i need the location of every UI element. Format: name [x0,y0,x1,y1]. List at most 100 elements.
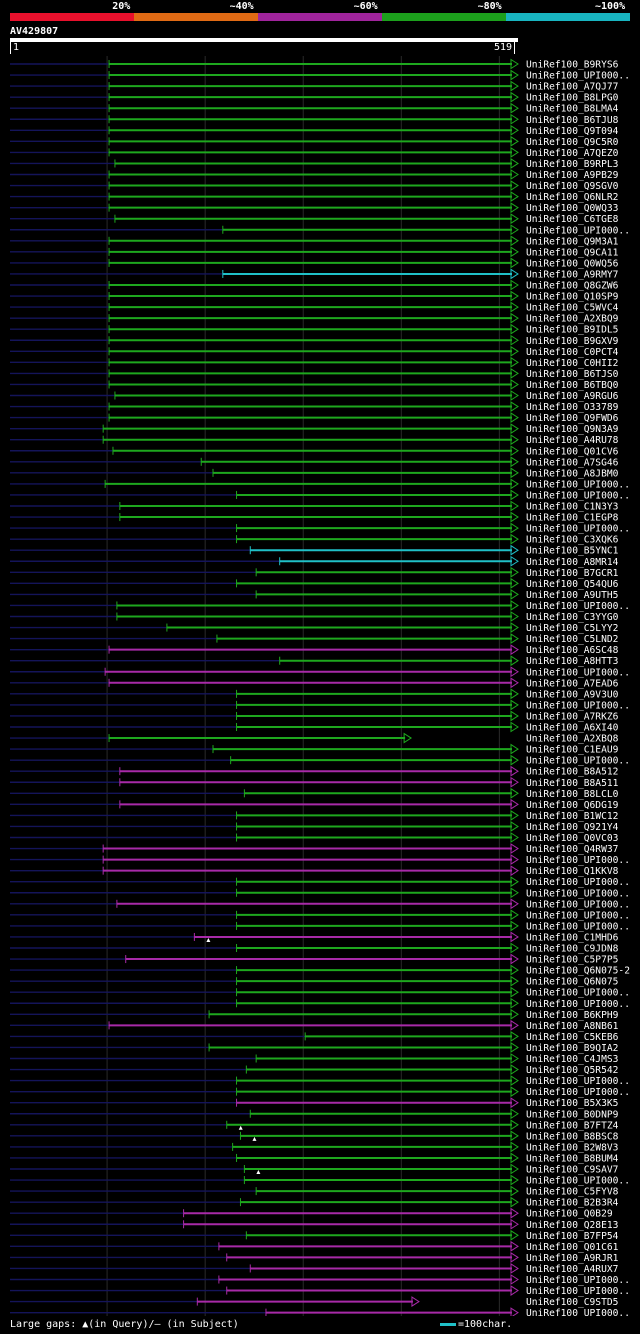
query-gap-marker [252,1136,257,1141]
hit-arrow [510,920,519,932]
hit-arrow [510,600,519,611]
hit-label: UniRef100_UPI000.. [526,1087,630,1098]
hit-label: UniRef100_Q8GZW6 [526,281,619,292]
hit-label: UniRef100_Q6DG19 [526,800,619,811]
hit-label: UniRef100_B2B3R4 [526,1198,619,1209]
hit-row: UniRef100_Q28E13 [10,1218,619,1231]
hit-label: UniRef100_Q9FWD6 [526,413,619,424]
hit-arrow [510,1030,519,1042]
hit-arrow [510,1251,519,1263]
hit-label: UniRef100_A8HTT3 [526,656,619,667]
hit-label: UniRef100_Q9SGV0 [526,181,619,192]
hit-arrow [411,1296,420,1308]
hit-row: UniRef100_B7FTZ4 [10,1119,619,1131]
hit-row: UniRef100_C9SAV7 [10,1163,619,1176]
hit-label: UniRef100_Q0WQ33 [526,203,619,214]
hit-arrow [510,1207,519,1219]
hit-arrow [510,953,519,965]
hit-row: UniRef100_A6XI40 [10,721,619,734]
hit-row: UniRef100_Q01C61 [10,1240,619,1253]
hit-row: UniRef100_B8LPG0 [10,91,619,104]
hit-row: UniRef100_Q9C5R0 [10,135,619,148]
hit-label: UniRef100_B5X3K5 [526,1098,618,1109]
hit-row: UniRef100_C3XQK6 [10,533,619,546]
alignment-hits: UniRef100_B9RYS6UniRef100_UPI000..UniRef… [10,56,630,1316]
hit-label: UniRef100_B6TJS0 [526,369,619,380]
hit-row: UniRef100_B6TBQ0 [10,379,619,391]
hit-label: UniRef100_Q6NLR2 [526,192,618,203]
hit-arrow [403,732,413,744]
hit-label: UniRef100_UPI000.. [526,601,630,612]
hit-row: UniRef100_A7QJ77 [10,80,619,93]
hit-label: UniRef100_B9GXV9 [526,336,619,347]
hit-row: UniRef100_Q0WQ56 [10,257,619,269]
hit-arrow [510,1229,519,1241]
hit-label: UniRef100_B8BUM4 [526,1153,619,1164]
hit-row: UniRef100_Q5R542 [10,1064,618,1076]
query-id: AV429807 [10,26,59,37]
hit-label: UniRef100_UPI000.. [526,490,630,501]
hit-arrow [510,975,519,987]
hit-arrow [510,1285,519,1296]
hit-arrow [510,1108,519,1120]
hit-label: UniRef100_Q921Y4 [526,822,619,833]
legend-label: ~60% [353,1,378,12]
hit-row: UniRef100_UPI000.. [10,600,630,612]
hit-label: UniRef100_C1MHD6 [526,932,619,943]
hit-row: UniRef100_A8NB61 [10,1019,619,1032]
hit-arrow [510,91,519,103]
hit-arrow [510,434,519,446]
legend-label: 20% [112,1,131,12]
hit-label: UniRef100_A7EAD6 [526,678,619,689]
hit-arrow [510,290,519,302]
hit-row: UniRef100_C0PCT4 [10,345,619,358]
hit-label: UniRef100_Q54QU6 [526,579,619,590]
hit-label: UniRef100_B7FTZ4 [526,1120,619,1131]
hit-label: UniRef100_UPI000.. [526,756,630,767]
hit-arrow [510,743,519,755]
hit-row: UniRef100_A2XBQ9 [10,312,619,325]
hit-row: UniRef100_UPI000.. [10,887,630,899]
scale-legend-text: =100char. [458,1319,513,1330]
hit-row: UniRef100_C9STD5 [10,1296,618,1308]
hit-arrow [510,213,519,225]
hit-arrow [510,964,519,976]
hit-label: UniRef100_Q9CA11 [526,247,619,258]
hit-row: UniRef100_C1EGP8 [10,511,619,524]
hit-row: UniRef100_A9RMY7 [10,268,619,280]
hit-label: UniRef100_UPI000.. [526,988,630,999]
hit-label: UniRef100_A9RJR1 [526,1253,619,1264]
hit-label: UniRef100_C0HII2 [526,358,618,369]
hit-row: UniRef100_B9IDL5 [10,323,618,336]
hit-row: UniRef100_Q4RW37 [10,843,619,855]
hit-row: UniRef100_UPI000.. [10,522,630,535]
hit-row: UniRef100_A9RGU6 [10,390,619,402]
hit-label: UniRef100_A9V3U0 [526,689,619,700]
hit-label: UniRef100_A9RGU6 [526,391,619,402]
hit-row: UniRef100_UPI000.. [10,876,630,888]
hit-label: UniRef100_C9SAV7 [526,1165,619,1176]
hit-arrow [510,1053,519,1064]
legend-segment [382,13,506,21]
hit-arrow [510,113,519,125]
hit-arrow [510,224,519,236]
hit-arrow [510,1075,519,1087]
hit-label: UniRef100_B7GCR1 [526,568,619,579]
hit-row: UniRef100_UPI000.. [10,699,630,711]
legend-segment [506,13,630,21]
hit-label: UniRef100_A4RUX7 [526,1264,619,1275]
hit-row: UniRef100_C5WVC4 [10,301,619,314]
hit-arrow [510,854,519,866]
hit-arrow [510,1218,519,1230]
hit-row: UniRef100_UPI000.. [10,69,630,82]
hit-row: UniRef100_UPI000.. [10,997,630,1010]
hit-label: UniRef100_Q4RW37 [526,844,619,855]
hit-row: UniRef100_O33789 [10,401,619,413]
hit-row: UniRef100_UPI000.. [10,986,630,999]
hit-row: UniRef100_Q921Y4 [10,821,619,833]
hit-label: UniRef100_B8BSC8 [526,1131,619,1142]
hit-row: UniRef100_UPI000.. [10,920,630,932]
hit-row: UniRef100_B2W8V3 [10,1141,619,1153]
gaps-legend: Large gaps: ▲(in Query)/– (in Subject) [10,1319,239,1330]
hit-label: UniRef100_Q10SP9 [526,292,619,303]
